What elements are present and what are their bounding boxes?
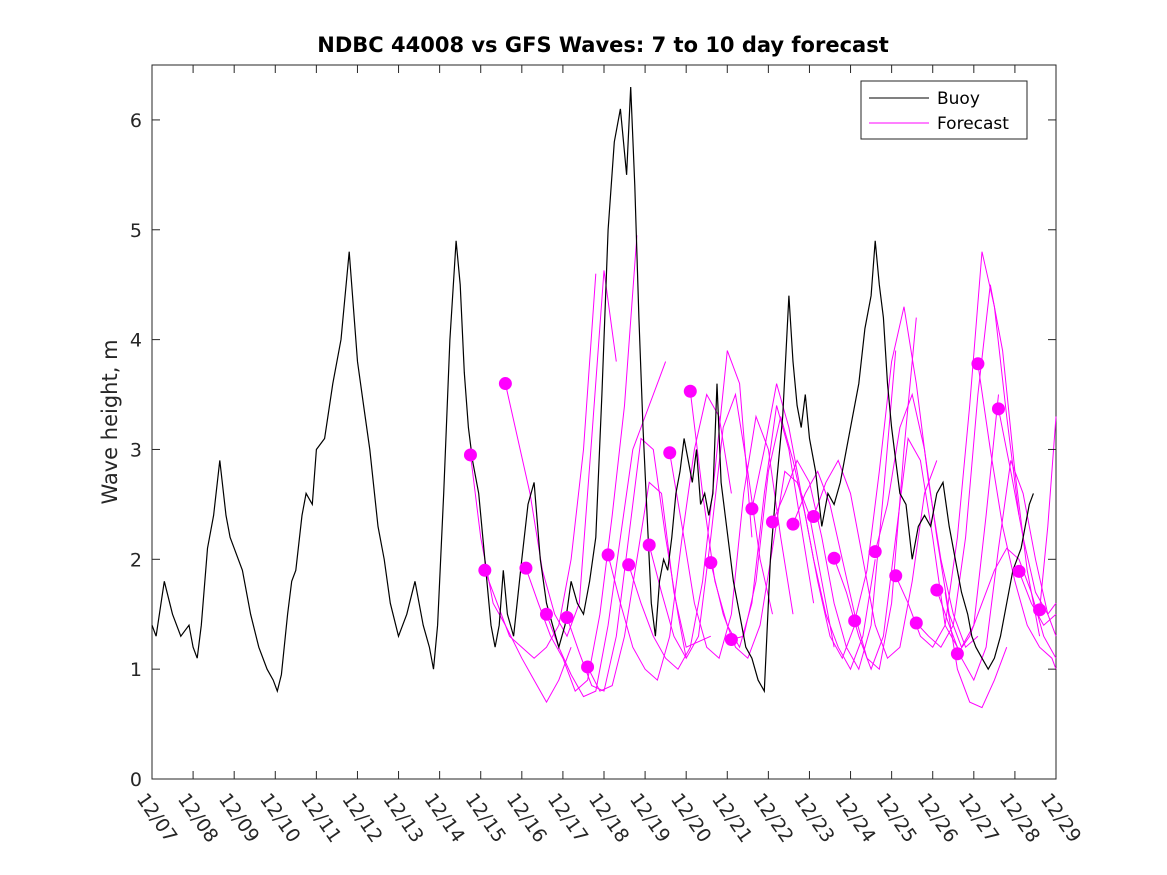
y-axis: 0 1 2 3 4 5 6 xyxy=(130,110,1056,791)
y-tick-label: 5 xyxy=(130,220,142,242)
forecast-marker xyxy=(683,384,697,398)
forecast-series-line xyxy=(607,393,732,682)
forecast-marker xyxy=(560,611,574,625)
legend-box xyxy=(860,80,1028,140)
forecast-marker xyxy=(519,561,533,575)
forecast-series-line xyxy=(648,392,773,660)
forecast-series-line xyxy=(874,392,999,649)
plot-area xyxy=(151,64,1057,780)
forecast-series-line xyxy=(669,414,794,660)
buoy-series-line xyxy=(151,86,1034,694)
forecast-series-line xyxy=(915,284,1041,648)
forecast-series-line xyxy=(854,306,979,649)
forecast-marker xyxy=(807,509,821,523)
forecast-series-line xyxy=(977,363,1057,670)
forecast-marker xyxy=(909,616,923,630)
forecast-series-line xyxy=(956,547,1057,659)
forecast-marker xyxy=(1012,564,1026,578)
forecast-series-line xyxy=(751,383,876,671)
forecast-marker xyxy=(765,515,779,529)
forecast-marker xyxy=(498,377,512,391)
forecast-marker xyxy=(930,583,944,597)
forecast-series-line xyxy=(813,459,938,660)
y-tick-label: 0 xyxy=(130,769,142,791)
forecast-marker xyxy=(1033,603,1047,617)
forecast-series-line xyxy=(689,391,815,649)
y-tick-label: 1 xyxy=(130,659,142,681)
forecast-marker xyxy=(971,357,985,371)
forecast-marker xyxy=(663,446,677,460)
forecast-series-line xyxy=(628,350,753,670)
forecast-marker xyxy=(991,402,1005,416)
forecast-series-line xyxy=(936,460,1057,682)
y-tick-label: 6 xyxy=(130,110,142,132)
forecast-series-line xyxy=(792,317,917,671)
forecast-marker xyxy=(622,558,636,572)
forecast-series-line xyxy=(731,416,856,660)
legend-forecast-label: Forecast xyxy=(937,114,1009,134)
legend-buoy-label: Buoy xyxy=(937,89,980,109)
y-tick-label: 3 xyxy=(130,439,142,461)
chart-title: NDBC 44008 vs GFS Waves: 7 to 10 day for… xyxy=(317,33,888,57)
forecast-marker xyxy=(786,517,800,531)
y-axis-label: Wave height, m xyxy=(98,339,122,504)
forecast-marker xyxy=(868,545,882,559)
forecast-marker xyxy=(848,614,862,628)
forecast-marker xyxy=(704,556,718,570)
forecast-marker xyxy=(478,563,492,577)
forecast-series-line xyxy=(484,273,597,659)
forecast-series-line xyxy=(998,408,1057,616)
forecast-marker xyxy=(827,551,841,565)
forecast-marker xyxy=(601,548,615,562)
y-tick-label: 4 xyxy=(130,330,142,352)
forecast-marker xyxy=(581,660,595,674)
forecast-marker xyxy=(724,632,738,646)
forecast-marker xyxy=(889,569,903,583)
legend: Buoy Forecast xyxy=(860,80,1028,140)
y-tick-label: 2 xyxy=(130,549,142,571)
forecast-marker xyxy=(950,647,964,661)
forecast-marker xyxy=(642,538,656,552)
forecast-series-line xyxy=(772,350,897,671)
forecast-marker xyxy=(463,448,477,462)
forecast-marker xyxy=(539,607,553,621)
forecast-series-line xyxy=(504,270,617,638)
forecast-marker xyxy=(745,502,759,516)
forecast-series-line xyxy=(1039,416,1057,610)
forecast-series-line xyxy=(546,361,667,698)
